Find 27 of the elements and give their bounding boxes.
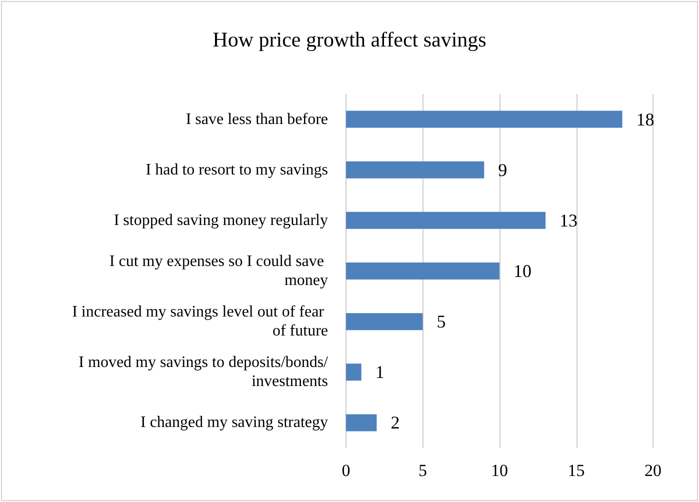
bar: [346, 313, 423, 330]
y-tick-label: I stopped saving money regularly: [114, 212, 328, 229]
bar: [346, 262, 500, 280]
y-tick-label: I save less than before: [186, 110, 328, 128]
bar: [346, 364, 362, 381]
x-tick-label: 0: [342, 461, 350, 480]
x-tick-label: 5: [418, 461, 427, 480]
y-tick-label: I cut my expenses so I could save money: [109, 253, 328, 289]
bar: [346, 212, 546, 229]
x-tick-label: 20: [644, 461, 662, 480]
data-label: 5: [436, 312, 446, 332]
bar: [346, 110, 622, 128]
y-tick-label: I had to resort to my savings: [146, 161, 328, 178]
x-tick-label: 10: [491, 461, 508, 480]
bar: [346, 414, 377, 432]
bar: [346, 161, 484, 178]
x-tick-label: 15: [568, 461, 585, 480]
data-label: 10: [514, 261, 532, 281]
y-tick-label: I moved my savings to deposits/bonds/investments: [78, 354, 329, 390]
chart-title: How price growth affect savings: [212, 28, 486, 52]
data-label: 13: [560, 210, 578, 230]
y-tick-label: I increased my savings level out of fear of future: [72, 304, 328, 340]
data-label: 18: [636, 109, 654, 130]
data-label: 1: [375, 362, 384, 382]
data-label: 2: [390, 412, 400, 433]
y-tick-label: I changed my saving strategy: [140, 414, 328, 432]
data-label: 9: [498, 160, 508, 180]
